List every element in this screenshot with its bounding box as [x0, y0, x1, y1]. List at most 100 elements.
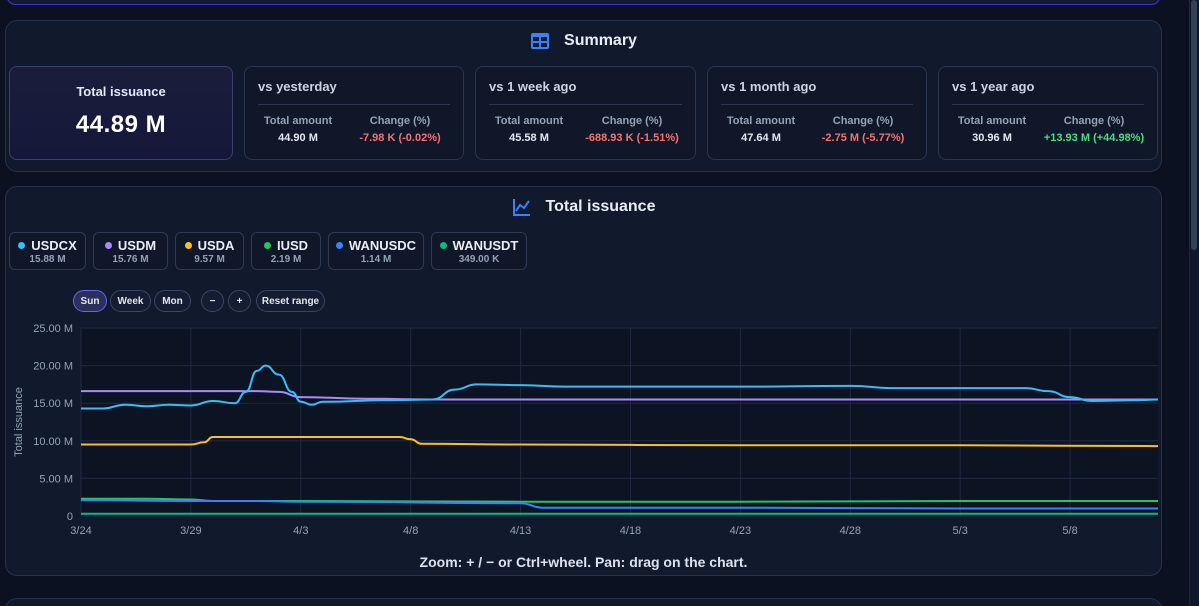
change-column: Change (%) -688.93 K (-1.51%) [574, 115, 690, 144]
comparison-title: vs yesterday [258, 79, 337, 94]
comparison-title: vs 1 week ago [489, 79, 577, 94]
amount-label: Total amount [726, 115, 796, 127]
amount-label: Total amount [494, 115, 564, 127]
change-label: Change (%) [1063, 115, 1125, 127]
legend-label: WANUSDT [452, 238, 519, 253]
change-column: Change (%) -7.98 K (-0.02%) [345, 115, 455, 144]
legend-label: WANUSDC [348, 238, 417, 253]
amount-value: 45.58 M [509, 132, 549, 144]
legend-name: USDCX [10, 238, 85, 253]
chart-title: Total issuance [545, 198, 656, 215]
summary-title: Summary [564, 32, 637, 49]
change-value: +13.93 M (+44.98%) [1043, 132, 1145, 144]
chart-header: Total issuance [6, 197, 1161, 217]
series-line-wanusdc [80, 499, 1158, 510]
legend-dot [18, 242, 26, 250]
page-scrollbar[interactable] [1189, 0, 1199, 606]
zoom-in-button[interactable]: + [228, 290, 251, 312]
x-tick-label: 5/8 [1062, 525, 1077, 537]
change-label: Change (%) [601, 115, 663, 127]
summary-panel: Summary Total issuance 44.89 M vs yester… [5, 20, 1162, 172]
legend-value: 9.57 M [194, 254, 225, 265]
amount-label: Total amount [957, 115, 1027, 127]
x-tick-label: 5/3 [953, 525, 968, 537]
change-column: Change (%) +13.93 M (+44.98%) [1035, 115, 1153, 144]
divider [721, 104, 913, 105]
legend-label: USDM [117, 238, 157, 253]
legend-name: WANUSDC [329, 238, 423, 253]
top-panel-edge [6, 0, 1161, 5]
legend-value: 15.88 M [29, 254, 66, 265]
amount-value: 30.96 M [972, 132, 1012, 144]
legend-value: 1.14 M [360, 254, 392, 265]
legend-item-usda[interactable]: USDA 9.57 M [175, 232, 244, 270]
legend-dot [263, 242, 271, 250]
total-issuance-card: Total issuance 44.89 M [9, 66, 233, 160]
y-tick-label: 5.00 M [39, 473, 73, 485]
x-tick-label: 4/28 [840, 525, 861, 537]
legend-item-wanusdc[interactable]: WANUSDC 1.14 M [328, 232, 424, 270]
change-label: Change (%) [369, 115, 431, 127]
legend-dot [335, 242, 343, 250]
amount-column: Total amount 30.96 M [953, 115, 1031, 144]
x-tick-label: 4/23 [730, 525, 751, 537]
x-tick-label: 4/18 [620, 525, 641, 537]
x-tick-label: 3/24 [70, 525, 91, 537]
range-week-button[interactable]: Week [110, 290, 151, 312]
x-tick-label: 4/8 [403, 525, 418, 537]
legend-name: USDM [94, 238, 167, 253]
legend-dot [184, 242, 192, 250]
reset-range-button[interactable]: Reset range [256, 290, 325, 312]
comparison-title: vs 1 month ago [721, 79, 817, 94]
zoom-hint: Zoom: + / − or Ctrl+wheel. Pan: drag on … [419, 554, 748, 570]
issuance-line-chart[interactable]: 0 5.00 M 10.00 M 15.00 M 20.00 M 25.00 M 3/24 3… [6, 317, 1163, 552]
total-issuance-value: 44.89 M [75, 111, 167, 138]
divider [258, 104, 450, 105]
y-tick-label: 15.00 M [33, 398, 73, 410]
legend-value: 15.76 M [112, 254, 149, 265]
series-line-usdm [81, 390, 1158, 401]
legend-value: 349.00 K [458, 254, 500, 265]
legend-item-usdm[interactable]: USDM 15.76 M [93, 232, 168, 270]
y-tick-label: 25.00 M [33, 323, 73, 335]
y-axis-label: Total issuance [13, 387, 25, 457]
amount-column: Total amount 45.58 M [490, 115, 568, 144]
legend-name: IUSD [252, 238, 320, 253]
zoom-out-button[interactable]: − [201, 290, 224, 312]
amount-column: Total amount 44.90 M [259, 115, 337, 144]
issuance-chart-panel: Total issuance USDCX 15.88 M USDM 15.76 … [5, 186, 1162, 576]
comparison-card-month: vs 1 month ago Total amount 47.64 M Chan… [707, 66, 927, 160]
legend-label: USDA [197, 238, 235, 253]
x-tick-label: 4/13 [510, 525, 531, 537]
legend-item-usdcx[interactable]: USDCX 15.88 M [9, 232, 86, 270]
comparison-card-year: vs 1 year ago Total amount 30.96 M Chang… [938, 66, 1158, 160]
legend-label: USDCX [31, 238, 77, 253]
comparison-title: vs 1 year ago [952, 79, 1035, 94]
scrollbar-thumb[interactable] [1191, 0, 1197, 250]
y-tick-label: 0 [67, 511, 73, 523]
y-tick-label: 20.00 M [33, 361, 73, 373]
change-value: -688.93 K (-1.51%) [585, 132, 679, 144]
amount-value: 47.64 M [741, 132, 781, 144]
legend-name: USDA [176, 238, 243, 253]
total-issuance-label: Total issuance [76, 84, 166, 99]
range-mon-button[interactable]: Mon [154, 290, 191, 312]
series-line-usda [81, 436, 1159, 448]
amount-value: 44.90 M [278, 132, 318, 144]
y-tick-label: 10.00 M [33, 436, 73, 448]
x-tick-label: 3/29 [180, 525, 201, 537]
legend-item-wanusdt[interactable]: WANUSDT 349.00 K [431, 232, 527, 270]
range-sun-button[interactable]: Sun [73, 290, 107, 312]
comparison-card-week: vs 1 week ago Total amount 45.58 M Chang… [475, 66, 696, 160]
legend-item-iusd[interactable]: IUSD 2.19 M [251, 232, 321, 270]
series-line-usdcx [81, 364, 1159, 410]
divider [489, 104, 682, 105]
summary-header: Summary [6, 31, 1161, 51]
table-icon [530, 31, 550, 51]
change-value: -2.75 M (-5.77%) [821, 132, 905, 144]
change-column: Change (%) -2.75 M (-5.77%) [808, 115, 918, 144]
divider [952, 104, 1144, 105]
legend-dot [439, 242, 447, 250]
plot-area [81, 328, 1158, 516]
next-panel-edge [5, 598, 1162, 606]
